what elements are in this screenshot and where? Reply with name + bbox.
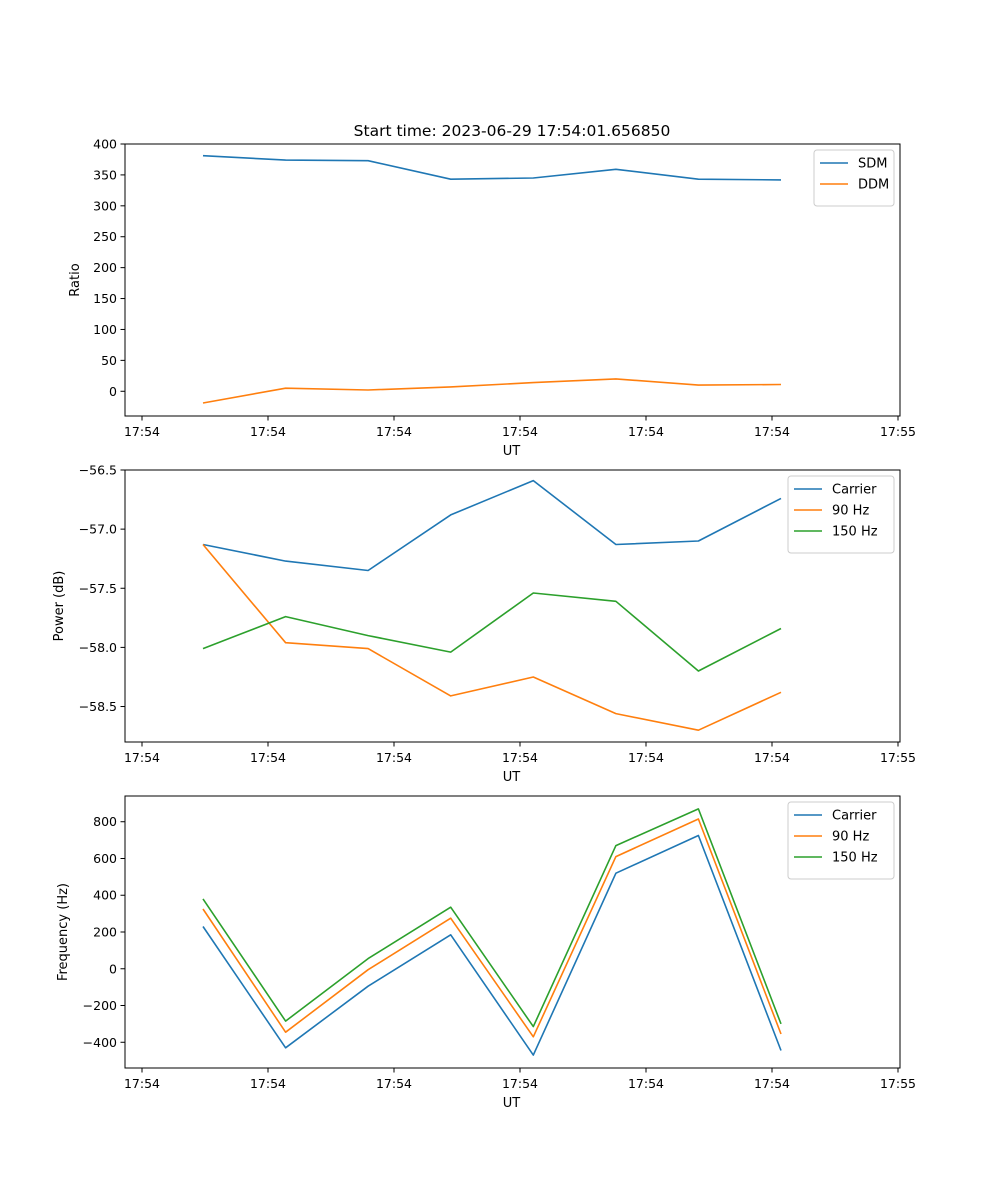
series-line-150-hz (202, 592, 782, 672)
y-tick-label: −56.5 (79, 463, 117, 478)
legend-box (787, 475, 895, 554)
y-tick-label: −200 (83, 998, 117, 1013)
x-tick-label: 17:54 (502, 750, 538, 765)
legend-entry: DDM (858, 178, 889, 193)
y-axis-label: Power (dB) (52, 571, 67, 642)
legend: SDM DDM (813, 149, 895, 207)
y-tick-label: 400 (93, 888, 117, 903)
y-tick-label: 600 (93, 851, 117, 866)
y-tick-label: 800 (93, 814, 117, 829)
y-tick-label: 350 (93, 167, 117, 182)
x-tick-label: 17:54 (754, 1076, 790, 1091)
y-tick-label: 50 (101, 353, 117, 368)
x-tick-label: 17:54 (502, 1076, 538, 1091)
x-axis-label: UT (503, 1096, 521, 1111)
x-tick-label: 17:54 (376, 424, 412, 439)
figure-title: Start time: 2023-06-29 17:54:01.656850 (354, 122, 671, 140)
y-tick-label: 0 (109, 961, 117, 976)
x-tick-label: 17:54 (502, 424, 538, 439)
y-tick-label: 200 (93, 925, 117, 940)
y-tick-label: −58.5 (79, 699, 117, 714)
y-tick-label: 0 (109, 384, 117, 399)
series-line-ddm (202, 378, 782, 404)
y-tick-label: −57.5 (79, 581, 117, 596)
y-tick-label: 100 (93, 322, 117, 337)
x-tick-label: 17:54 (628, 750, 664, 765)
legend-box (787, 801, 895, 880)
legend-entry: 90 Hz (832, 504, 869, 519)
y-axis-label: Frequency (Hz) (56, 883, 71, 981)
legend-entry: Carrier (832, 483, 877, 498)
legend-box (813, 149, 895, 207)
series-line-sdm (202, 154, 782, 181)
legend-entry: 90 Hz (832, 830, 869, 845)
series-line-carrier (202, 834, 782, 1056)
y-tick-label: 400 (93, 137, 117, 152)
x-tick-label: 17:54 (754, 750, 790, 765)
x-tick-label: 17:54 (124, 424, 160, 439)
x-tick-label: 17:54 (250, 424, 286, 439)
y-axis-label: Ratio (68, 263, 83, 296)
series-line-150-hz (202, 808, 782, 1028)
y-tick-label: −57.0 (79, 522, 117, 537)
legend-entry: 150 Hz (832, 525, 878, 540)
x-tick-label: 17:54 (628, 424, 664, 439)
x-tick-label: 17:54 (124, 1076, 160, 1091)
chart-panel-3: 17:54 17:54 17:54 17:54 17:54 17:54 17:55 UT −40… (56, 795, 916, 1111)
x-tick-label: 17:54 (628, 1076, 664, 1091)
legend: Carrier 90 Hz 150 Hz (787, 475, 895, 554)
legend: Carrier 90 Hz 150 Hz (787, 801, 895, 880)
y-tick-label: 250 (93, 229, 117, 244)
y-tick-label: 300 (93, 198, 117, 213)
x-tick-label: 17:54 (376, 750, 412, 765)
legend-entry: 150 Hz (832, 851, 878, 866)
x-tick-label: 17:55 (880, 424, 916, 439)
legend-entry: Carrier (832, 809, 877, 824)
x-tick-label: 17:54 (250, 750, 286, 765)
y-tick-label: 150 (93, 291, 117, 306)
y-tick-label: −400 (83, 1035, 117, 1050)
x-tick-label: 17:54 (124, 750, 160, 765)
chart-panel-1: 17:54 17:54 17:54 17:54 17:54 17:54 17:55 UT 0 50… (68, 137, 916, 460)
y-tick-label: 200 (93, 260, 117, 275)
series-line-carrier (202, 479, 782, 572)
x-tick-label: 17:55 (880, 1076, 916, 1091)
y-tick-label: −58.0 (79, 640, 117, 655)
x-axis-label: UT (503, 770, 521, 785)
plot-area-frame (124, 143, 901, 417)
series-line-90-hz (202, 818, 782, 1038)
x-tick-label: 17:54 (250, 1076, 286, 1091)
x-tick-label: 17:54 (376, 1076, 412, 1091)
x-axis-label: UT (503, 444, 521, 459)
chart-panel-2: 17:54 17:54 17:54 17:54 17:54 17:54 17:55 UT −58… (52, 463, 916, 786)
legend-entry: SDM (858, 157, 887, 172)
plot-area-frame (124, 469, 901, 743)
x-tick-label: 17:55 (880, 750, 916, 765)
x-tick-label: 17:54 (754, 424, 790, 439)
series-line-90-hz (202, 543, 782, 732)
